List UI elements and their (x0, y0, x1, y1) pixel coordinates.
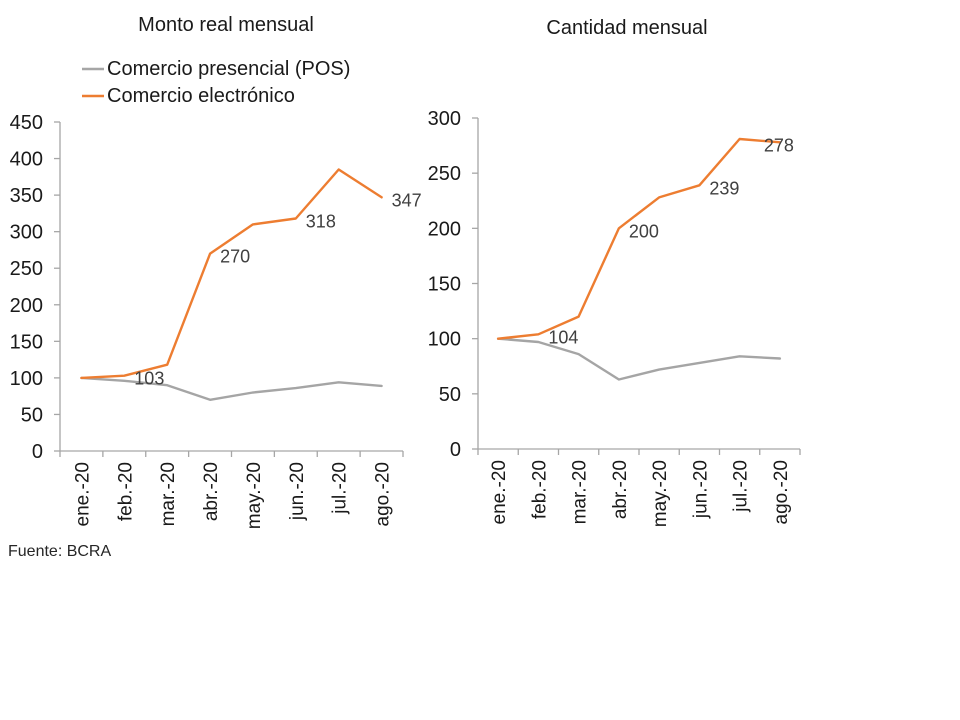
data-label: 103 (134, 369, 164, 389)
y-tick-label: 450 (10, 112, 43, 134)
legend-label-ecommerce: Comercio electrónico (107, 85, 295, 107)
y-tick-label: 150 (428, 274, 461, 296)
y-tick-label: 0 (450, 439, 461, 461)
data-label: 200 (629, 221, 659, 241)
y-tick-label: 150 (10, 331, 43, 353)
y-tick-label: 400 (10, 149, 43, 171)
x-tick-label: jul.-20 (330, 462, 351, 515)
data-label: 104 (548, 327, 578, 347)
x-tick-label: jun.-20 (287, 462, 308, 521)
x-tick-label: ago.-20 (373, 462, 394, 526)
right-chart-plot: 0 50 100 150 200 250 300 ene.-20 feb.-20 mar.-20 a… (428, 108, 801, 527)
x-tick-label: may.-20 (650, 460, 671, 527)
x-tick-label: jun.-20 (690, 460, 711, 519)
x-tick-label: feb.-20 (529, 460, 550, 519)
left-chart-title: Monto real mensual (138, 14, 314, 36)
data-label: 239 (709, 178, 739, 198)
y-tick-label: 100 (10, 368, 43, 390)
x-tick-label: ene.-20 (489, 460, 510, 524)
data-label: 318 (306, 212, 336, 232)
series-line (80, 376, 383, 401)
y-tick-label: 200 (428, 218, 461, 240)
y-tick-label: 50 (439, 384, 461, 406)
x-tick-label: ago.-20 (771, 460, 792, 524)
data-label: 278 (764, 135, 794, 155)
legend-label-pos: Comercio presencial (POS) (107, 58, 350, 80)
y-tick-label: 250 (428, 163, 461, 185)
y-tick-label: 300 (10, 222, 43, 244)
x-tick-label: jul.-20 (731, 460, 752, 513)
x-tick-label: may.-20 (244, 462, 265, 529)
data-label: 270 (220, 247, 250, 267)
series-line (496, 137, 782, 340)
right-chart-title: Cantidad mensual (546, 17, 707, 39)
x-tick-label: ene.-20 (72, 462, 93, 526)
series-line (80, 168, 383, 380)
left-chart-plot: 0 50 100 150 200 250 300 350 400 450 ene.-20 feb.-2… (10, 112, 422, 529)
series-line (496, 337, 782, 381)
x-tick-label: abr.-20 (610, 460, 631, 519)
y-tick-label: 300 (428, 108, 461, 130)
y-tick-label: 350 (10, 185, 43, 207)
x-tick-label: mar.-20 (158, 462, 179, 526)
y-tick-label: 250 (10, 258, 43, 280)
y-tick-label: 100 (428, 329, 461, 351)
x-tick-label: abr.-20 (201, 462, 222, 521)
y-tick-label: 200 (10, 295, 43, 317)
legend: Comercio presencial (POS) Comercio elect… (82, 58, 350, 107)
y-tick-label: 50 (21, 404, 43, 426)
data-label: 347 (392, 190, 422, 210)
x-tick-label: mar.-20 (570, 460, 591, 524)
source-note: Fuente: BCRA (8, 543, 111, 560)
x-tick-label: feb.-20 (115, 462, 136, 521)
y-tick-label: 0 (32, 441, 43, 463)
